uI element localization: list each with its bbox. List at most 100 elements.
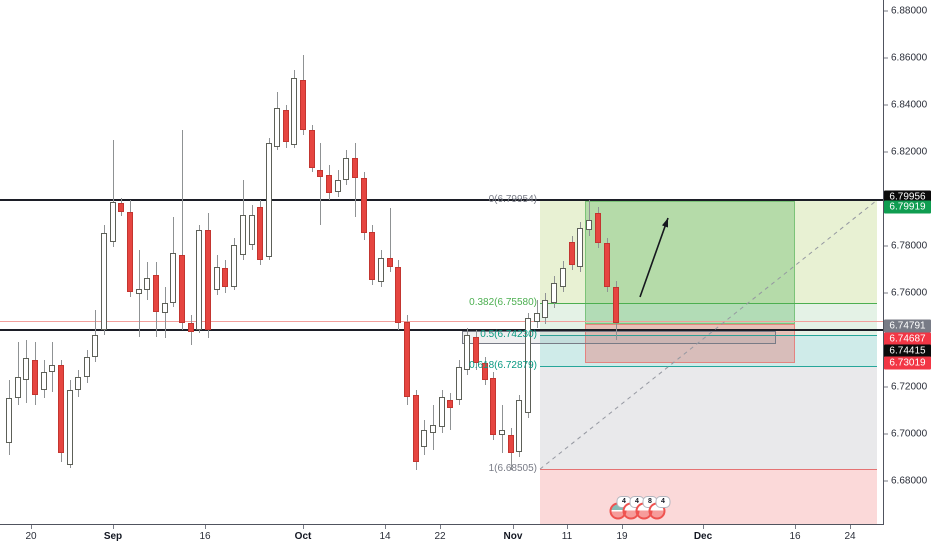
fib-level-line-1[interactable] — [540, 302, 877, 304]
candle-up[interactable] — [67, 390, 73, 466]
fib-level-line-3[interactable] — [540, 366, 877, 368]
candle-up[interactable] — [49, 365, 55, 373]
candle-up[interactable] — [214, 267, 220, 291]
candle-down[interactable] — [300, 80, 306, 131]
candle-up[interactable] — [456, 367, 462, 401]
candle-down[interactable] — [257, 207, 263, 261]
time-tick-label: 19 — [616, 531, 628, 542]
candle-up[interactable] — [464, 335, 470, 371]
candle-up[interactable] — [421, 430, 427, 448]
candle-up[interactable] — [249, 215, 255, 246]
candle-up[interactable] — [335, 180, 341, 193]
candle-up[interactable] — [170, 253, 176, 304]
time-tick-label: 24 — [844, 531, 856, 542]
candle-down[interactable] — [361, 178, 367, 234]
candle-up[interactable] — [110, 202, 116, 243]
candle-down[interactable] — [613, 287, 619, 324]
alert-line[interactable] — [0, 320, 883, 322]
candle-down[interactable] — [473, 337, 479, 364]
candle-up[interactable] — [136, 289, 142, 295]
candle-up[interactable] — [196, 230, 202, 331]
candle-up[interactable] — [542, 300, 548, 319]
candle-up[interactable] — [343, 158, 349, 181]
time-tick-notch — [440, 525, 441, 529]
support-line[interactable] — [0, 329, 883, 332]
candle-down[interactable] — [58, 365, 64, 454]
candle-down[interactable] — [127, 212, 133, 293]
candle-down[interactable] — [395, 267, 401, 324]
candle-down[interactable] — [604, 243, 610, 288]
candle-wick — [112, 140, 114, 248]
candle-down[interactable] — [118, 203, 124, 213]
candle-up[interactable] — [6, 398, 12, 444]
candle-up[interactable] — [240, 215, 246, 256]
candle-up[interactable] — [23, 358, 29, 381]
tick-dash — [884, 151, 888, 153]
candle-up[interactable] — [560, 268, 566, 288]
fib-band-4[interactable] — [540, 469, 877, 524]
candle-up[interactable] — [439, 397, 445, 428]
candle-up[interactable] — [430, 425, 436, 434]
time-tick-notch — [513, 525, 514, 529]
candle-down[interactable] — [153, 275, 159, 313]
candle-down[interactable] — [222, 268, 228, 288]
candle-down[interactable] — [447, 400, 453, 409]
candle-up[interactable] — [162, 303, 168, 314]
time-tick-label: Sep — [103, 531, 123, 542]
candle-wick — [588, 200, 590, 237]
time-tick-label: 11 — [561, 531, 573, 542]
candle-down[interactable] — [404, 322, 410, 398]
candle-up[interactable] — [378, 258, 384, 283]
candle-up[interactable] — [525, 318, 531, 414]
candle-up[interactable] — [15, 377, 21, 399]
candle-down[interactable] — [369, 232, 375, 281]
candle-up[interactable] — [551, 283, 557, 304]
candle-down[interactable] — [413, 395, 419, 463]
time-tick-label: 16 — [789, 531, 801, 542]
candle-down[interactable] — [490, 378, 496, 436]
time-axis[interactable]: 20 Sep 16 Oct 14 22 Nov 11 19 Dec 16 24 — [0, 525, 884, 550]
candle-down[interactable] — [188, 323, 194, 333]
fib-level-line-4[interactable] — [540, 469, 877, 471]
candle-down[interactable] — [595, 213, 601, 244]
price-badge: 6.74791 — [884, 319, 931, 333]
candle-up[interactable] — [291, 78, 297, 146]
candle-down[interactable] — [317, 170, 323, 178]
candle-down[interactable] — [482, 363, 488, 381]
candle-up[interactable] — [92, 335, 98, 358]
candle-up[interactable] — [101, 233, 107, 331]
time-tick-label: Oct — [294, 531, 312, 542]
candle-up[interactable] — [499, 430, 505, 436]
candle-down[interactable] — [326, 175, 332, 194]
candle-up[interactable] — [534, 313, 540, 323]
price-badge: 6.74415 — [884, 344, 931, 358]
candle-down[interactable] — [309, 130, 315, 169]
time-tick-label: Nov — [503, 531, 523, 542]
resistance-line[interactable] — [0, 199, 883, 202]
candle-wick — [449, 393, 451, 431]
candle-up[interactable] — [231, 245, 237, 288]
candle-down[interactable] — [32, 360, 38, 396]
candle-down[interactable] — [283, 110, 289, 143]
fib-band-3[interactable] — [540, 366, 877, 470]
price-badge: 6.73019 — [884, 356, 931, 370]
candle-down[interactable] — [508, 435, 514, 454]
chart-plot-area[interactable]: 0(6.79954) 0.382(6.75580) 0.5(6.74230) 0.61… — [0, 0, 884, 525]
candle-up[interactable] — [586, 220, 592, 231]
candle-up[interactable] — [75, 377, 81, 391]
candle-down[interactable] — [205, 230, 211, 331]
candle-up[interactable] — [266, 143, 272, 258]
tick-dash — [884, 10, 888, 12]
candle-up[interactable] — [577, 228, 583, 268]
candle-down[interactable] — [569, 242, 575, 266]
candle-down[interactable] — [179, 255, 185, 324]
candle-up[interactable] — [84, 357, 90, 378]
candle-up[interactable] — [41, 372, 47, 391]
candle-up[interactable] — [516, 400, 522, 453]
candle-down[interactable] — [352, 158, 358, 179]
candle-up[interactable] — [274, 108, 280, 148]
candle-up[interactable] — [144, 278, 150, 291]
price-axis[interactable]: 6.88000 6.86000 6.84000 6.82000 6.78000 6.760… — [884, 0, 932, 524]
tick-dash — [884, 104, 888, 106]
candle-down[interactable] — [387, 258, 393, 268]
